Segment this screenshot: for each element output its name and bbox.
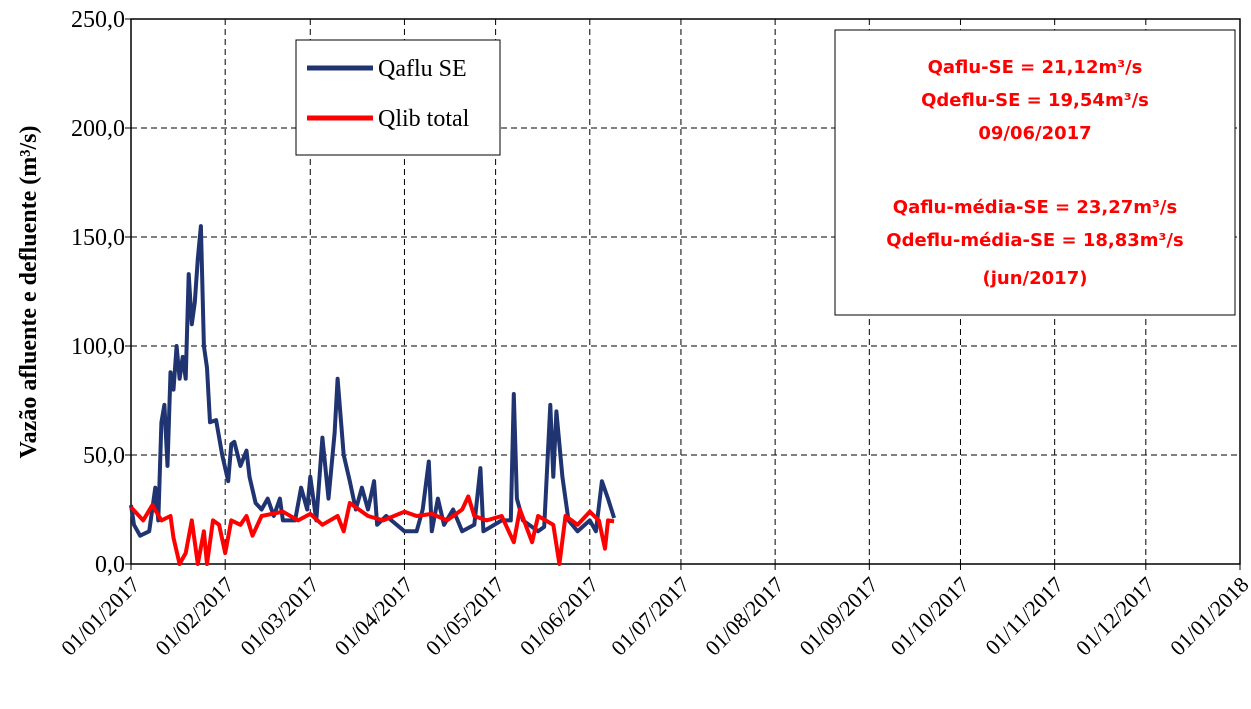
x-tick-label: 01/05/2017 (421, 572, 510, 661)
x-tick-label: 01/03/2017 (235, 572, 324, 661)
y-tick-label: 250,0 (71, 7, 125, 33)
data-line (129, 224, 617, 538)
annotation-box (834, 29, 1236, 316)
annotation: 09/06/2017 (978, 123, 1091, 144)
x-tick-label: 01/07/2017 (606, 572, 695, 661)
x-tick-label: 01/08/2017 (700, 572, 789, 661)
x-tick-label: 01/12/2017 (1071, 572, 1160, 661)
x-tick-label: 01/01/2018 (1165, 572, 1251, 661)
annotation: Qaflu-média-SE = 23,27m³/s (893, 197, 1177, 218)
x-tick-label: 01/11/2017 (980, 572, 1068, 660)
y-tick-label: 0,0 (95, 552, 125, 578)
legend-label: Qlib total (378, 106, 470, 132)
annotation: Qdeflu-média-SE = 18,83m³/s (886, 230, 1183, 251)
data-line (129, 494, 615, 566)
plot-frame (130, 18, 1241, 565)
annotation: Qaflu-SE = 21,12m³/s (928, 57, 1143, 78)
x-tick-label: 01/06/2017 (515, 572, 604, 661)
y-tick-label: 100,0 (71, 334, 125, 360)
annotation: Qdeflu-SE = 19,54m³/s (921, 90, 1149, 111)
legend-label: Qaflu SE (378, 56, 467, 82)
y-tick-label: 150,0 (71, 225, 125, 251)
x-tick-label: 01/01/2017 (56, 572, 145, 661)
y-axis-label: Vazão afluente e defluente (m³/s) (16, 126, 42, 459)
annotation: (jun/2017) (983, 268, 1088, 289)
x-tick-label: 01/04/2017 (329, 572, 418, 661)
x-tick-label: 01/09/2017 (794, 572, 883, 661)
y-tick-label: 50,0 (83, 443, 125, 469)
y-tick-label: 200,0 (71, 116, 125, 142)
x-tick-label: 01/02/2017 (150, 572, 239, 661)
legend-box (295, 39, 501, 156)
x-tick-label: 01/10/2017 (885, 572, 974, 661)
